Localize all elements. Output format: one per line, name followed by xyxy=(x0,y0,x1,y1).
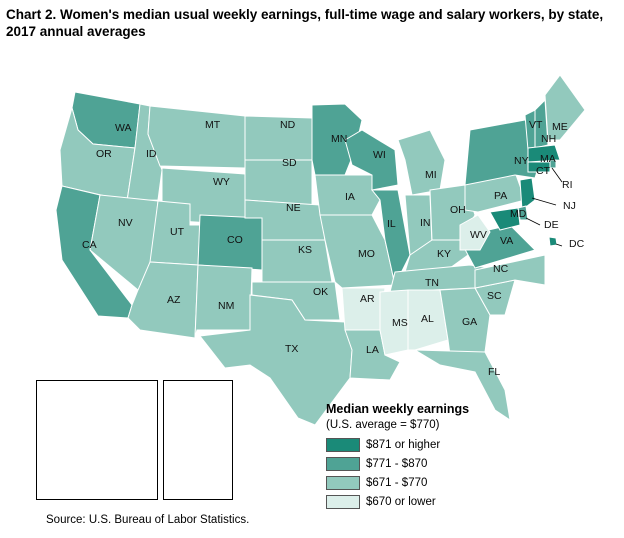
state-shape-wv xyxy=(459,214,491,251)
leader-line-nj xyxy=(531,197,557,206)
legend-label: $771 - $870 xyxy=(366,457,428,470)
state-label-nh: NH xyxy=(541,133,556,145)
state-label-ms: MS xyxy=(392,317,408,329)
state-shape-mo xyxy=(319,214,396,289)
legend-title: Median weekly earnings xyxy=(326,402,470,416)
state-label-ok: OK xyxy=(313,286,328,298)
state-shapes xyxy=(54,74,586,491)
state-label-nd: ND xyxy=(280,119,296,131)
state-label-az: AZ xyxy=(167,294,181,306)
state-label-va: VA xyxy=(500,235,513,247)
state-shape-nh xyxy=(534,98,549,149)
state-shape-dc xyxy=(548,236,558,247)
legend-swatch xyxy=(326,437,360,452)
leader-line-de xyxy=(525,217,541,226)
legend-item: $670 or lower xyxy=(326,492,526,511)
state-label-vt: VT xyxy=(529,119,543,131)
state-label-ut: UT xyxy=(170,226,185,238)
state-shape-sd xyxy=(244,159,313,206)
state-label-id: ID xyxy=(146,148,157,160)
state-label-nj: NJ xyxy=(563,200,576,212)
state-shape-nd xyxy=(244,115,313,161)
leader-line-ri xyxy=(551,167,563,183)
chart-title: Chart 2. Women's median usual weekly ear… xyxy=(6,7,604,39)
legend-swatch xyxy=(326,475,360,490)
state-shape-ia xyxy=(314,174,381,216)
state-label-ny: NY xyxy=(514,155,529,167)
state-shape-ma xyxy=(527,144,561,163)
legend-swatch xyxy=(326,494,360,509)
state-label-la: LA xyxy=(366,344,379,356)
legend-label: $871 or higher xyxy=(366,438,441,451)
legend-swatch xyxy=(326,456,360,471)
state-label-ct: CT xyxy=(536,165,551,177)
state-shape-mi xyxy=(397,129,446,196)
state-label-sd: SD xyxy=(282,157,297,169)
state-shape-ms xyxy=(379,289,409,356)
state-label-co: CO xyxy=(227,234,243,246)
state-shape-nj xyxy=(519,177,536,211)
state-label-oh: OH xyxy=(450,204,466,216)
state-shape-ks xyxy=(261,239,333,283)
state-label-tn: TN xyxy=(425,277,439,289)
legend-item: $871 or higher xyxy=(326,435,526,454)
state-label-tx: TX xyxy=(285,343,298,355)
state-label-ks: KS xyxy=(298,244,312,256)
state-label-wy: WY xyxy=(213,176,230,188)
state-label-il: IL xyxy=(387,218,396,230)
state-shape-ct xyxy=(527,161,551,173)
state-label-ar: AR xyxy=(360,293,375,305)
state-label-ga: GA xyxy=(462,316,477,328)
state-label-fl: FL xyxy=(488,366,500,378)
state-label-mi: MI xyxy=(425,169,437,181)
state-label-al: AL xyxy=(421,313,434,325)
state-labels: WA OR CA ID NV MT WY UT AZ CO NM ND SD NE KS OK TX MN IA MO… xyxy=(82,119,585,486)
state-label-wi: WI xyxy=(373,149,386,161)
state-label-me: ME xyxy=(552,121,568,133)
state-label-nc: NC xyxy=(493,263,509,275)
legend-label: $670 or lower xyxy=(366,495,436,508)
state-shape-md xyxy=(489,207,521,231)
state-label-mt: MT xyxy=(205,119,221,131)
state-label-ca: CA xyxy=(82,239,97,251)
state-label-ne: NE xyxy=(286,202,301,214)
state-label-ma: MA xyxy=(540,153,556,165)
state-shape-fl xyxy=(413,349,511,422)
label-leader-lines xyxy=(525,167,563,247)
state-label-ri: RI xyxy=(562,179,573,191)
state-label-ia: IA xyxy=(345,191,355,203)
state-label-in: IN xyxy=(420,217,431,229)
state-label-dc: DC xyxy=(569,238,585,250)
legend-item: $671 - $770 xyxy=(326,473,526,492)
state-label-sc: SC xyxy=(487,290,502,302)
state-label-mo: MO xyxy=(358,248,375,260)
alaska-inset xyxy=(36,380,158,500)
state-shape-me xyxy=(544,74,586,141)
state-shape-al xyxy=(407,289,449,351)
leader-line-dc xyxy=(555,243,563,247)
state-label-md: MD xyxy=(510,208,527,220)
state-shape-wi xyxy=(344,129,399,191)
legend-item: $771 - $870 xyxy=(326,454,526,473)
state-label-mn: MN xyxy=(331,133,347,145)
state-shape-tx xyxy=(199,294,353,426)
state-label-nv: NV xyxy=(118,217,133,229)
state-label-de: DE xyxy=(544,219,559,231)
legend-note: (U.S. average = $770) xyxy=(326,419,440,431)
state-label-or: OR xyxy=(96,148,112,160)
state-label-nm: NM xyxy=(218,300,234,312)
hawaii-inset xyxy=(163,380,233,500)
state-shape-nm xyxy=(194,264,253,339)
state-label-wa: WA xyxy=(115,122,132,134)
state-label-wv: WV xyxy=(470,229,487,241)
state-label-pa: PA xyxy=(494,190,507,202)
state-label-ky: KY xyxy=(437,248,451,260)
state-shape-nc xyxy=(474,254,546,289)
state-shape-mt xyxy=(147,105,246,169)
source-note: Source: U.S. Bureau of Labor Statistics. xyxy=(46,514,250,526)
legend-label: $671 - $770 xyxy=(366,476,428,489)
legend: Median weekly earnings (U.S. average = $… xyxy=(326,402,526,511)
